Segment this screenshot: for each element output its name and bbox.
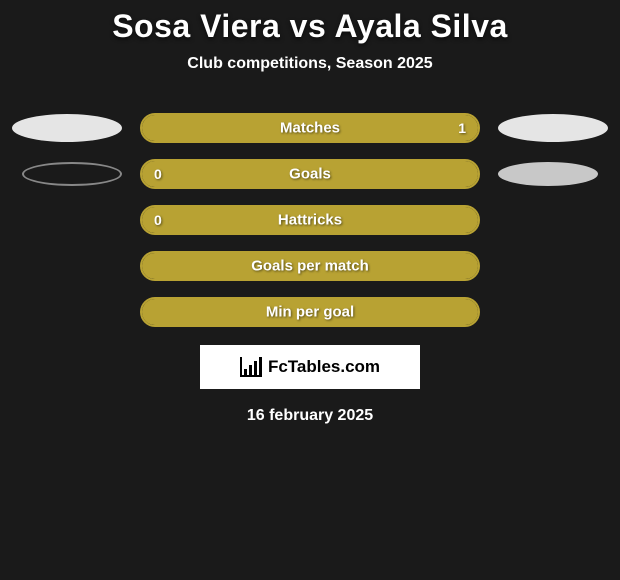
stat-value-left: 0 <box>154 166 162 182</box>
stat-bar: Min per goal <box>140 297 480 327</box>
footer-date: 16 february 2025 <box>0 407 620 425</box>
stat-bar: Goals per match <box>140 251 480 281</box>
comparison-widget: Sosa Viera vs Ayala Silva Club competiti… <box>0 0 620 425</box>
stat-label: Goals <box>289 166 331 183</box>
stat-value-left: 0 <box>154 212 162 228</box>
stat-row-goals: 0 Goals <box>0 159 620 189</box>
stat-bar: Matches 1 <box>140 113 480 143</box>
branding-link[interactable]: FcTables.com <box>200 345 420 389</box>
stat-label: Matches <box>280 120 340 137</box>
stat-row-goals-per-match: Goals per match <box>0 251 620 281</box>
stat-row-min-per-goal: Min per goal <box>0 297 620 327</box>
branding-inner: FcTables.com <box>240 357 380 377</box>
stat-row-hattricks: 0 Hattricks <box>0 205 620 235</box>
player-left-marker <box>22 162 122 186</box>
stat-row-matches: Matches 1 <box>0 113 620 143</box>
branding-text: FcTables.com <box>268 357 380 377</box>
chart-icon <box>240 357 262 377</box>
stat-label: Goals per match <box>251 258 369 275</box>
stat-bar: 0 Goals <box>140 159 480 189</box>
page-title: Sosa Viera vs Ayala Silva <box>0 8 620 45</box>
stat-label: Hattricks <box>278 212 342 229</box>
stat-bar: 0 Hattricks <box>140 205 480 235</box>
page-subtitle: Club competitions, Season 2025 <box>0 55 620 73</box>
stat-value-right: 1 <box>458 120 466 136</box>
player-right-marker <box>498 162 598 186</box>
stat-fill-right <box>310 161 478 187</box>
player-right-marker <box>498 114 608 142</box>
stat-label: Min per goal <box>266 304 354 321</box>
stat-fill-left <box>142 161 310 187</box>
player-left-marker <box>12 114 122 142</box>
